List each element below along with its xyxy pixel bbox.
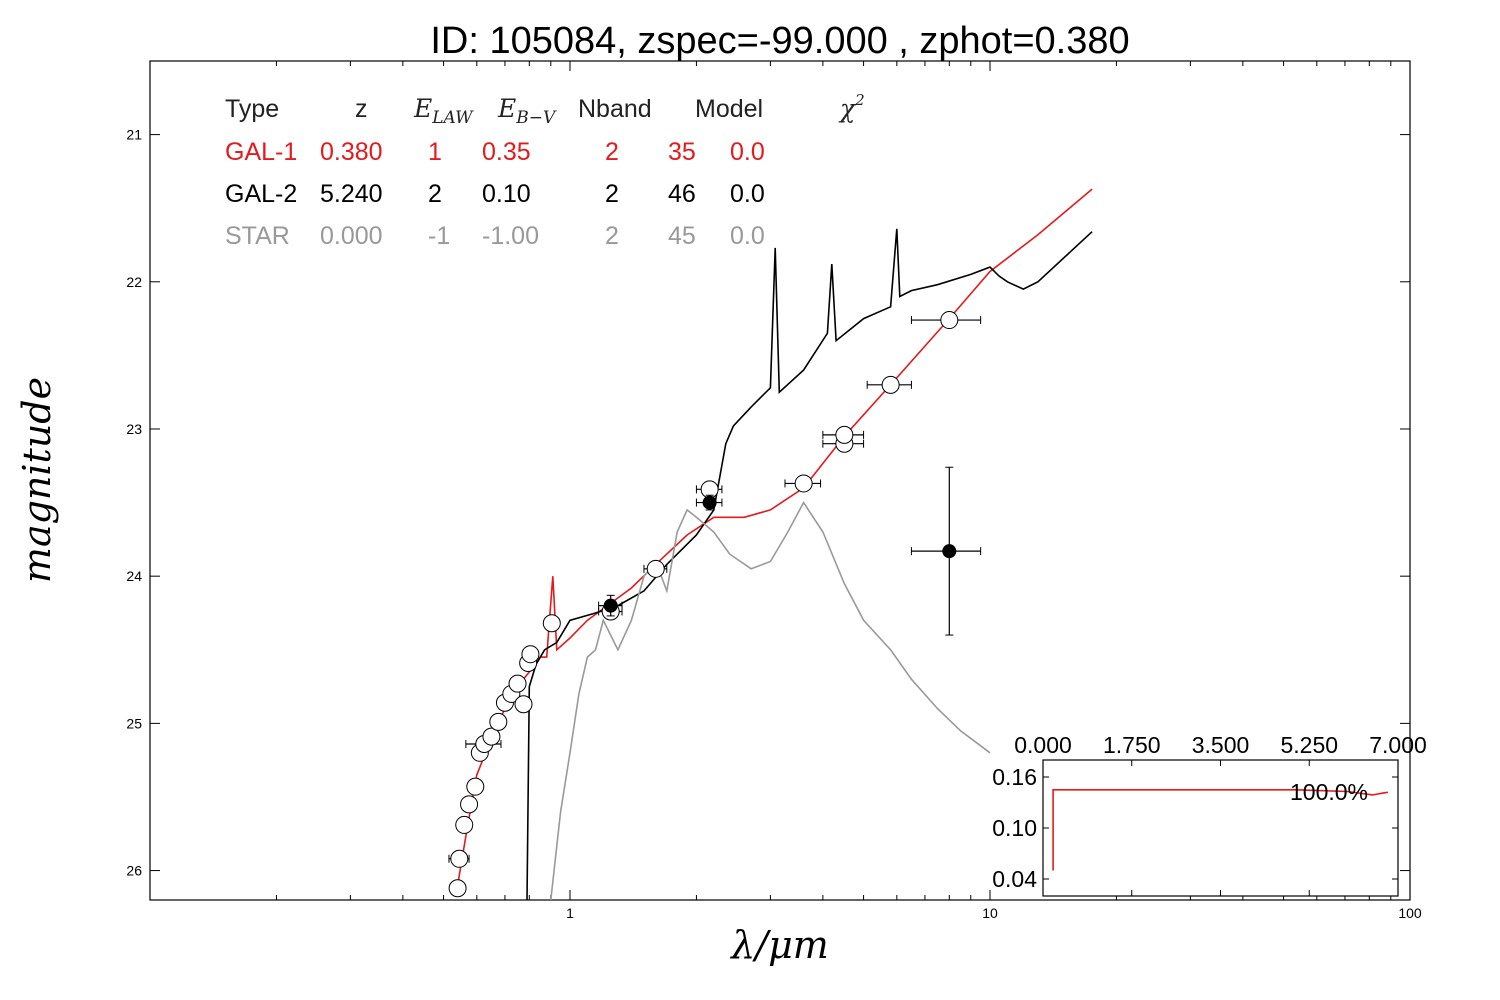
table-header-ebv-sub: B−V — [515, 108, 557, 128]
observed-point — [521, 645, 540, 664]
table-cell: 2 — [605, 222, 619, 250]
chart-title: ID: 105084, zspec=-99.000 , zphot=0.380 — [430, 20, 1129, 62]
table-cell: 5.240 — [320, 180, 383, 208]
inset-left-tick-label: 0.04 — [992, 866, 1037, 892]
table-header-chi2: χ2 — [838, 91, 865, 123]
observed-point — [940, 311, 959, 330]
table-cell: 0.380 — [320, 138, 383, 166]
fit-table: Type z ELAW EB−V Nband Model χ2 GAL-1 0.3… — [225, 91, 865, 250]
x-tick-label: 10 — [982, 905, 998, 921]
table-cell: 2 — [605, 180, 619, 208]
observed-point — [482, 727, 501, 746]
inset-top-tick-label: 0.000 — [1014, 732, 1072, 758]
table-header-elaw-main: E — [413, 94, 432, 123]
x-tick-label: 100 — [1398, 905, 1422, 921]
table-header-chi2-sup: 2 — [854, 91, 865, 109]
inset-pdf: 0.000 1.750 3.500 5.250 7.000 0.16 0.10 0.04 100… — [992, 732, 1427, 897]
observed-point — [466, 777, 485, 796]
table-header-nband: Nband — [578, 95, 652, 123]
table-cell: 0.0 — [730, 222, 765, 250]
table-header-type: Type — [225, 95, 279, 123]
x-axis-label: λ/μm — [729, 923, 829, 967]
observed-point — [794, 474, 813, 493]
table-cell: 46 — [668, 180, 696, 208]
plot-frame — [149, 60, 1411, 901]
table-cell: 2 — [428, 180, 442, 208]
table-cell: 35 — [668, 138, 696, 166]
x-tick-label: 1 — [566, 905, 574, 921]
y-tick-label: 24 — [126, 568, 142, 584]
filled-point — [603, 598, 618, 613]
inset-left-tick-label: 0.10 — [992, 815, 1037, 841]
table-cell: 0.0 — [730, 138, 765, 166]
table-cell: 1 — [428, 138, 442, 166]
observed-point — [881, 375, 900, 394]
table-header-elaw-sub: LAW — [431, 108, 474, 128]
table-cell: GAL-1 — [225, 138, 297, 166]
y-tick-label: 22 — [126, 274, 142, 290]
table-cell: 45 — [668, 222, 696, 250]
table-header-ebv: EB−V — [497, 94, 557, 128]
y-tick-label: 26 — [126, 863, 142, 879]
observed-point — [460, 795, 479, 814]
observed-point — [489, 712, 508, 731]
table-cell: 0.10 — [482, 180, 531, 208]
series-line-star — [550, 501, 991, 900]
inset-pdf-curve — [1052, 788, 1389, 871]
table-header-ebv-main: E — [497, 94, 516, 123]
table-cell: 0.0 — [730, 180, 765, 208]
y-axis-label: magnitude — [15, 377, 59, 583]
inset-probability-label: 100.0% — [1290, 779, 1368, 805]
table-cell: STAR — [225, 222, 290, 250]
inset-top-tick-label: 1.750 — [1103, 732, 1161, 758]
observed-point — [455, 815, 474, 834]
table-cell: 0.35 — [482, 138, 531, 166]
observed-point — [508, 674, 527, 693]
inset-frame — [1042, 759, 1399, 897]
table-header-model: Model — [695, 95, 763, 123]
y-tick-label: 21 — [126, 127, 142, 143]
observed-point — [448, 879, 467, 898]
inset-top-tick-label: 5.250 — [1280, 732, 1338, 758]
observed-point — [646, 559, 665, 578]
filled-point — [702, 495, 717, 510]
table-rows: GAL-1 0.380 1 0.35 2 35 0.0 GAL-2 5.240 2 0.10 2 46 0… — [225, 138, 765, 250]
y-tick-label: 23 — [126, 421, 142, 437]
points-group — [448, 311, 982, 898]
inset-left-tick-label: 0.16 — [992, 764, 1037, 790]
series-line-gal-2 — [526, 228, 1093, 900]
inset-top-tick-label: 7.000 — [1369, 732, 1427, 758]
table-cell: -1.00 — [482, 222, 539, 250]
inset-top-tick-label: 3.500 — [1192, 732, 1250, 758]
table-cell: 2 — [605, 138, 619, 166]
table-header-chi2-main: χ — [838, 94, 857, 123]
series-group — [456, 188, 1093, 900]
table-cell: 0.000 — [320, 222, 383, 250]
y-tick-label: 25 — [126, 715, 142, 731]
observed-point — [450, 849, 469, 868]
table-cell: GAL-2 — [225, 180, 297, 208]
filled-point — [942, 544, 957, 559]
observed-point — [542, 614, 561, 633]
table-header-elaw: ELAW — [413, 94, 474, 128]
table-header-z: z — [355, 95, 368, 123]
table-cell: -1 — [428, 222, 450, 250]
observed-point — [835, 425, 854, 444]
observed-point — [514, 695, 533, 714]
